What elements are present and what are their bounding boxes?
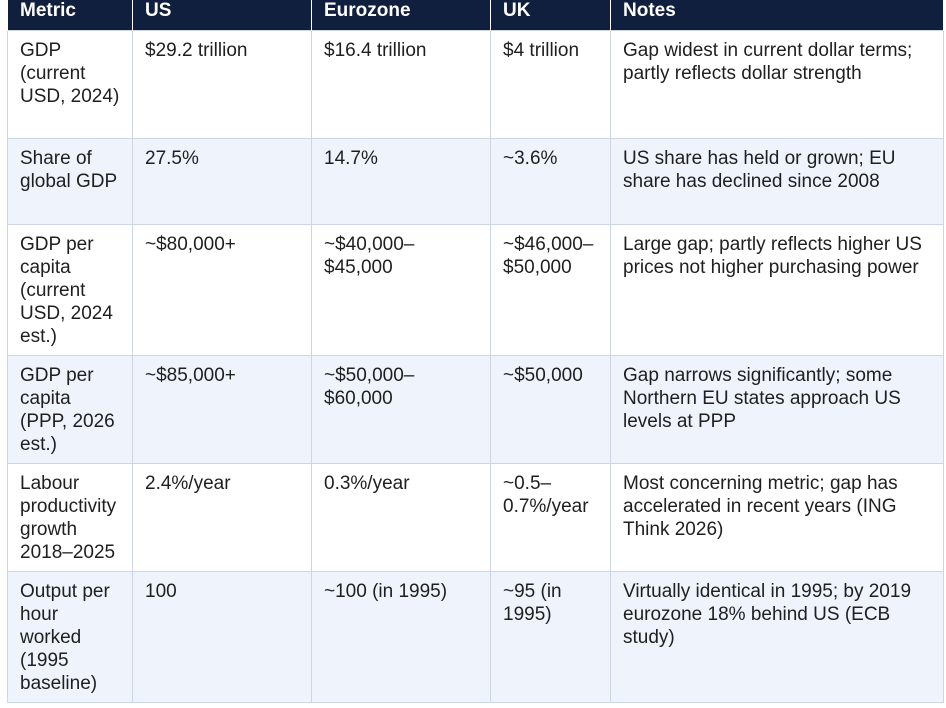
cell-uk: $4 trillion	[490, 29, 611, 139]
header-notes: Notes	[610, 0, 944, 30]
cell-notes: Most concerning metric; gap has accelera…	[610, 462, 944, 572]
cell-eurozone: 14.7%	[311, 137, 491, 225]
cell-us: ~$80,000+	[132, 223, 312, 356]
table-header: Metric US Eurozone UK Notes	[7, 0, 944, 30]
header-us: US	[132, 0, 312, 30]
header-metric: Metric	[7, 0, 133, 30]
cell-us: 27.5%	[132, 137, 312, 225]
cell-metric: GDP (current USD, 2024)	[7, 29, 133, 139]
cell-uk: ~95 (in 1995)	[490, 570, 611, 703]
cell-notes: Gap widest in current dollar terms; part…	[610, 29, 944, 139]
cell-uk: ~$50,000	[490, 354, 611, 464]
table-row: GDP per capita (current USD, 2024 est.) …	[7, 223, 944, 356]
cell-uk: ~0.5–0.7%/year	[490, 462, 611, 572]
table-row: Labour productivity growth 2018–2025 2.4…	[7, 462, 944, 572]
cell-metric: Labour productivity growth 2018–2025	[7, 462, 133, 572]
cell-us: ~$85,000+	[132, 354, 312, 464]
cell-us: 2.4%/year	[132, 462, 312, 572]
cell-eurozone: 0.3%/year	[311, 462, 491, 572]
cell-notes: Virtually identical in 1995; by 2019 eur…	[610, 570, 944, 703]
economic-comparison-table: Metric US Eurozone UK Notes GDP (current…	[7, 0, 944, 703]
cell-metric: Share of global GDP	[7, 137, 133, 225]
cell-metric: Output per hour worked (1995 baseline)	[7, 570, 133, 703]
cell-eurozone: ~$40,000–$45,000	[311, 223, 491, 356]
cell-us: $29.2 trillion	[132, 29, 312, 139]
cell-notes: US share has held or grown; EU share has…	[610, 137, 944, 225]
comparison-table-container: Metric US Eurozone UK Notes GDP (current…	[7, 0, 944, 703]
cell-metric: GDP per capita (current USD, 2024 est.)	[7, 223, 133, 356]
cell-uk: ~$46,000–$50,000	[490, 223, 611, 356]
cell-uk: ~3.6%	[490, 137, 611, 225]
header-eurozone: Eurozone	[311, 0, 491, 30]
cell-notes: Large gap; partly reflects higher US pri…	[610, 223, 944, 356]
cell-eurozone: ~$50,000–$60,000	[311, 354, 491, 464]
table-row: Share of global GDP 27.5% 14.7% ~3.6% US…	[7, 137, 944, 225]
cell-notes: Gap narrows significantly; some Northern…	[610, 354, 944, 464]
table-row: GDP per capita (PPP, 2026 est.) ~$85,000…	[7, 354, 944, 464]
cell-eurozone: $16.4 trillion	[311, 29, 491, 139]
table-row: Output per hour worked (1995 baseline) 1…	[7, 570, 944, 703]
table-body: GDP (current USD, 2024) $29.2 trillion $…	[7, 29, 944, 703]
table-row: GDP (current USD, 2024) $29.2 trillion $…	[7, 29, 944, 139]
header-row: Metric US Eurozone UK Notes	[7, 0, 944, 30]
header-uk: UK	[490, 0, 611, 30]
cell-us: 100	[132, 570, 312, 703]
cell-eurozone: ~100 (in 1995)	[311, 570, 491, 703]
cell-metric: GDP per capita (PPP, 2026 est.)	[7, 354, 133, 464]
